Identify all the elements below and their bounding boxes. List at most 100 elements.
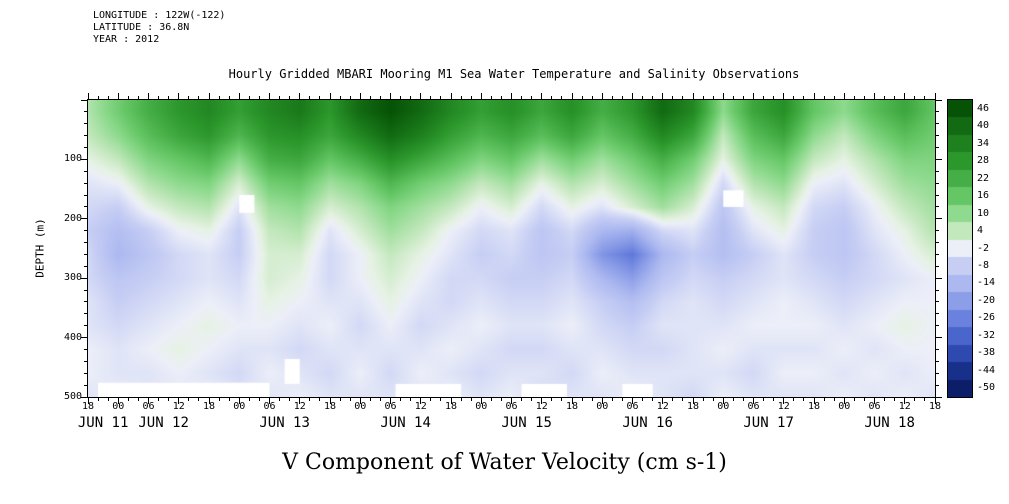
x-tick-label: 18 [81, 401, 95, 412]
x-tick [349, 398, 351, 401]
header-longitude: LONGITUDE : 122W(-122) [93, 10, 226, 21]
x-tick-label: 00 [596, 401, 609, 412]
header-year: YEAR : 2012 [93, 34, 160, 45]
x-tick [198, 96, 200, 99]
y-tick [81, 277, 87, 279]
x-tick [289, 398, 291, 401]
y-tick [84, 147, 87, 149]
x-tick [712, 96, 714, 99]
x-tick [329, 398, 331, 404]
colorbar-tick-label: 40 [977, 120, 990, 132]
x-tick [450, 398, 452, 404]
x-tick-label: 18 [686, 401, 700, 412]
x-tick [722, 93, 724, 99]
x-tick [914, 96, 916, 99]
x-tick [137, 96, 139, 99]
x-tick [369, 398, 371, 401]
x-tick [702, 96, 704, 99]
x-tick [359, 93, 361, 99]
y-tick-label: 300 [63, 272, 82, 284]
x-tick [228, 96, 230, 99]
x-tick-label: 12 [777, 401, 790, 412]
x-tick [339, 398, 341, 401]
x-tick [480, 398, 482, 404]
x-tick-label: 00 [354, 401, 367, 412]
x-tick [581, 398, 583, 401]
x-day-label: JUN 13 [259, 415, 310, 431]
x-tick [541, 398, 543, 404]
figure-caption: V Component of Water Velocity (cm s-1) [282, 450, 727, 475]
x-tick [924, 96, 926, 99]
y-tick-label: 400 [63, 331, 82, 343]
y-tick [936, 230, 939, 232]
x-tick [319, 398, 321, 401]
x-tick-label: 00 [233, 401, 246, 412]
y-tick [81, 218, 87, 220]
x-tick [168, 398, 170, 401]
y-tick [936, 337, 942, 339]
x-tick [652, 96, 654, 99]
x-tick [712, 398, 714, 401]
x-tick [894, 96, 896, 99]
x-tick [168, 96, 170, 99]
x-day-label: JUN 11 [77, 415, 129, 431]
colorbar-tick-label: -26 [977, 312, 996, 324]
x-tick [500, 96, 502, 99]
y-tick [81, 337, 87, 339]
y-tick [936, 135, 939, 137]
x-tick [793, 96, 795, 99]
x-tick-label: 12 [172, 401, 185, 412]
heatmap-canvas [88, 100, 935, 397]
x-tick [490, 398, 492, 401]
x-tick [178, 398, 180, 404]
x-tick [813, 93, 815, 99]
y-tick [936, 242, 939, 244]
x-tick [642, 398, 644, 401]
x-tick [783, 398, 785, 404]
y-tick [84, 360, 87, 362]
x-tick [561, 96, 563, 99]
y-tick [84, 123, 87, 125]
x-tick [87, 398, 89, 404]
y-tick [84, 384, 87, 386]
x-tick [97, 398, 99, 401]
x-tick [531, 398, 533, 401]
x-tick [329, 93, 331, 99]
x-tick [420, 93, 422, 99]
x-day-label: JUN 14 [380, 415, 431, 431]
x-tick [652, 398, 654, 401]
y-tick [81, 99, 87, 101]
x-tick-label: 00 [112, 401, 125, 412]
x-tick [117, 398, 119, 404]
x-tick [178, 93, 180, 99]
x-tick [420, 398, 422, 404]
y-tick [936, 301, 939, 303]
x-tick [470, 398, 472, 401]
x-tick [339, 96, 341, 99]
y-tick [84, 313, 87, 315]
colorbar-tick-label: 46 [977, 102, 990, 114]
x-tick [309, 96, 311, 99]
x-tick-label: 06 [505, 401, 518, 412]
colorbar-tick-label: -50 [977, 382, 996, 394]
colorbar-tick-label: 34 [977, 137, 990, 149]
x-tick [87, 93, 89, 99]
x-tick [884, 96, 886, 99]
x-tick-label: 06 [263, 401, 276, 412]
y-tick [84, 242, 87, 244]
header-latitude: LATITUDE : 36.8N [93, 22, 190, 33]
x-tick [390, 93, 391, 99]
x-tick [773, 96, 775, 99]
y-tick [84, 194, 87, 196]
x-tick [238, 93, 240, 99]
x-tick [127, 398, 129, 401]
x-tick [97, 96, 99, 99]
x-tick [863, 398, 865, 401]
x-tick [551, 96, 553, 99]
x-tick [793, 398, 795, 401]
y-tick [936, 325, 939, 327]
y-tick [84, 325, 87, 327]
x-tick [228, 398, 230, 401]
colorbar-tick-label: -38 [977, 347, 996, 359]
x-tick [803, 398, 805, 401]
